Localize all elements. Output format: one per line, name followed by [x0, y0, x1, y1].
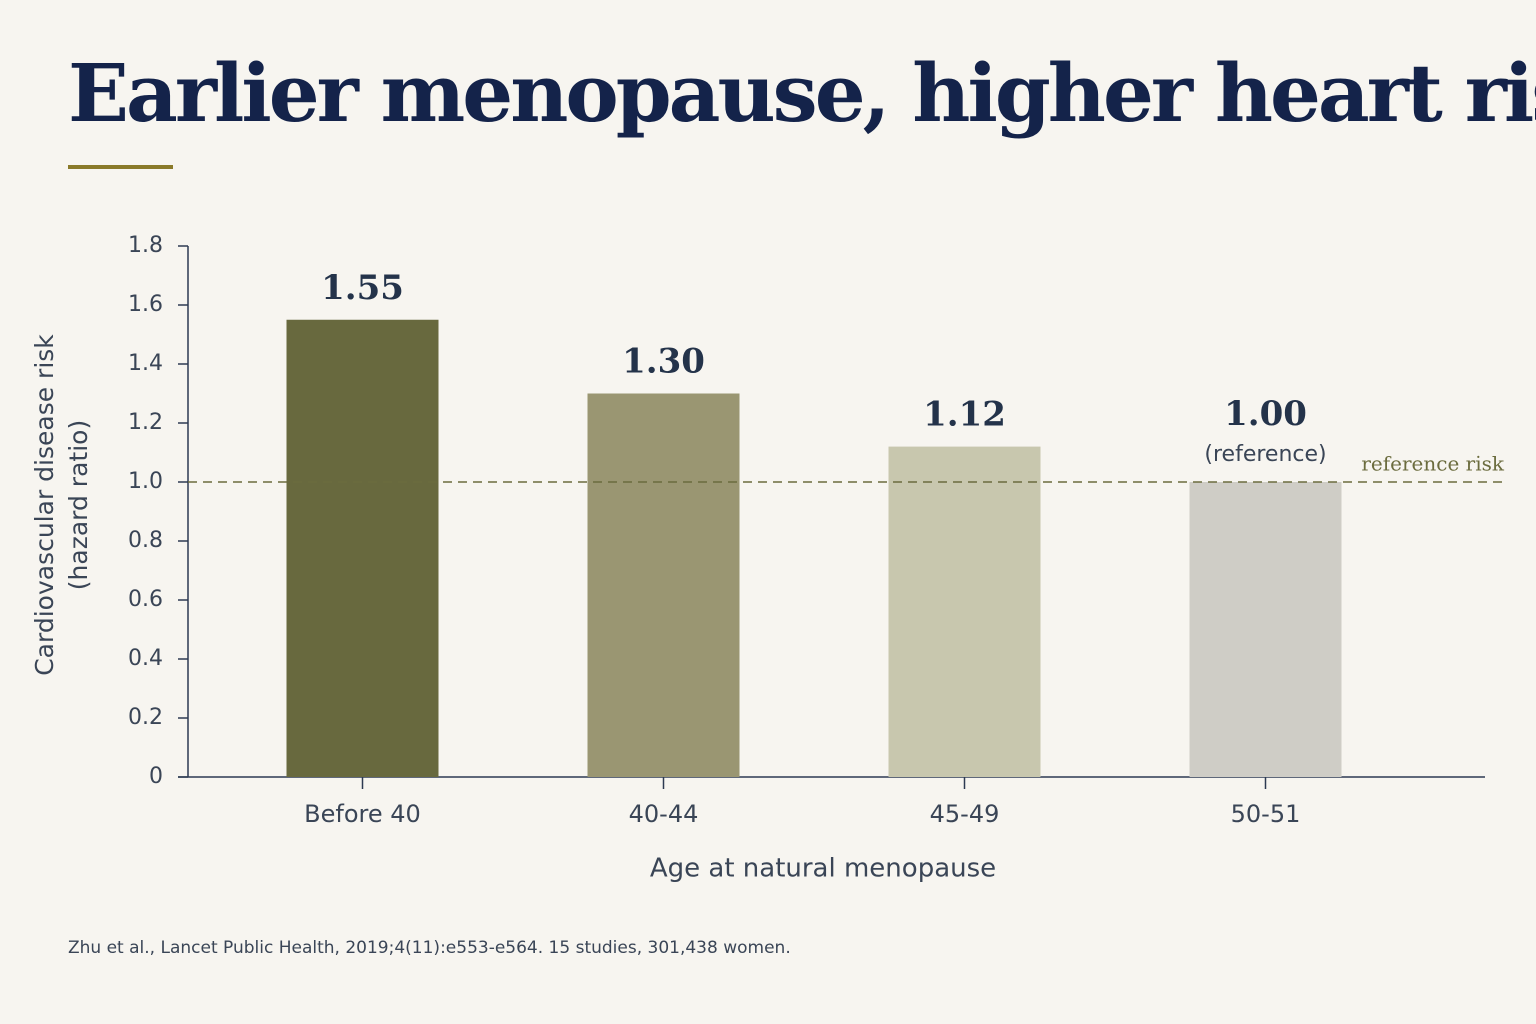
- value-note: (reference): [1204, 442, 1326, 467]
- y-axis-label: (hazard ratio): [64, 420, 93, 590]
- bar: [587, 393, 740, 777]
- value-label: 1.30: [622, 342, 705, 382]
- chart-title: Earlier menopause, higher heart risk: [68, 46, 1536, 140]
- y-tick-label: 0.6: [128, 587, 163, 612]
- x-tick-label: 50-51: [1231, 800, 1301, 828]
- bar: [1189, 482, 1342, 777]
- x-tick-label: 40-44: [629, 800, 699, 828]
- y-axis-label: Cardiovascular disease risk: [30, 334, 59, 676]
- title-accent: [68, 165, 173, 169]
- value-label: 1.00: [1224, 394, 1307, 434]
- value-label: 1.55: [321, 268, 404, 308]
- y-tick-label: 0: [149, 764, 163, 789]
- x-tick-label: 45-49: [930, 800, 1000, 828]
- y-tick-label: 1.0: [128, 469, 163, 494]
- value-label: 1.12: [923, 395, 1006, 435]
- y-tick-label: 1.6: [128, 292, 163, 317]
- x-tick-label: Before 40: [304, 800, 421, 828]
- y-tick-label: 0.2: [128, 705, 163, 730]
- source-note: Zhu et al., Lancet Public Health, 2019;4…: [68, 938, 791, 958]
- x-axis-label: Age at natural menopause: [650, 854, 996, 884]
- y-tick-label: 0.8: [128, 528, 163, 553]
- bar: [888, 446, 1041, 777]
- y-tick-label: 0.4: [128, 646, 163, 671]
- y-tick-label: 1.4: [128, 351, 163, 376]
- bar: [286, 319, 439, 777]
- reference-label: reference risk: [1361, 452, 1505, 476]
- y-tick-label: 1.2: [128, 410, 163, 435]
- y-tick-label: 1.8: [128, 233, 163, 258]
